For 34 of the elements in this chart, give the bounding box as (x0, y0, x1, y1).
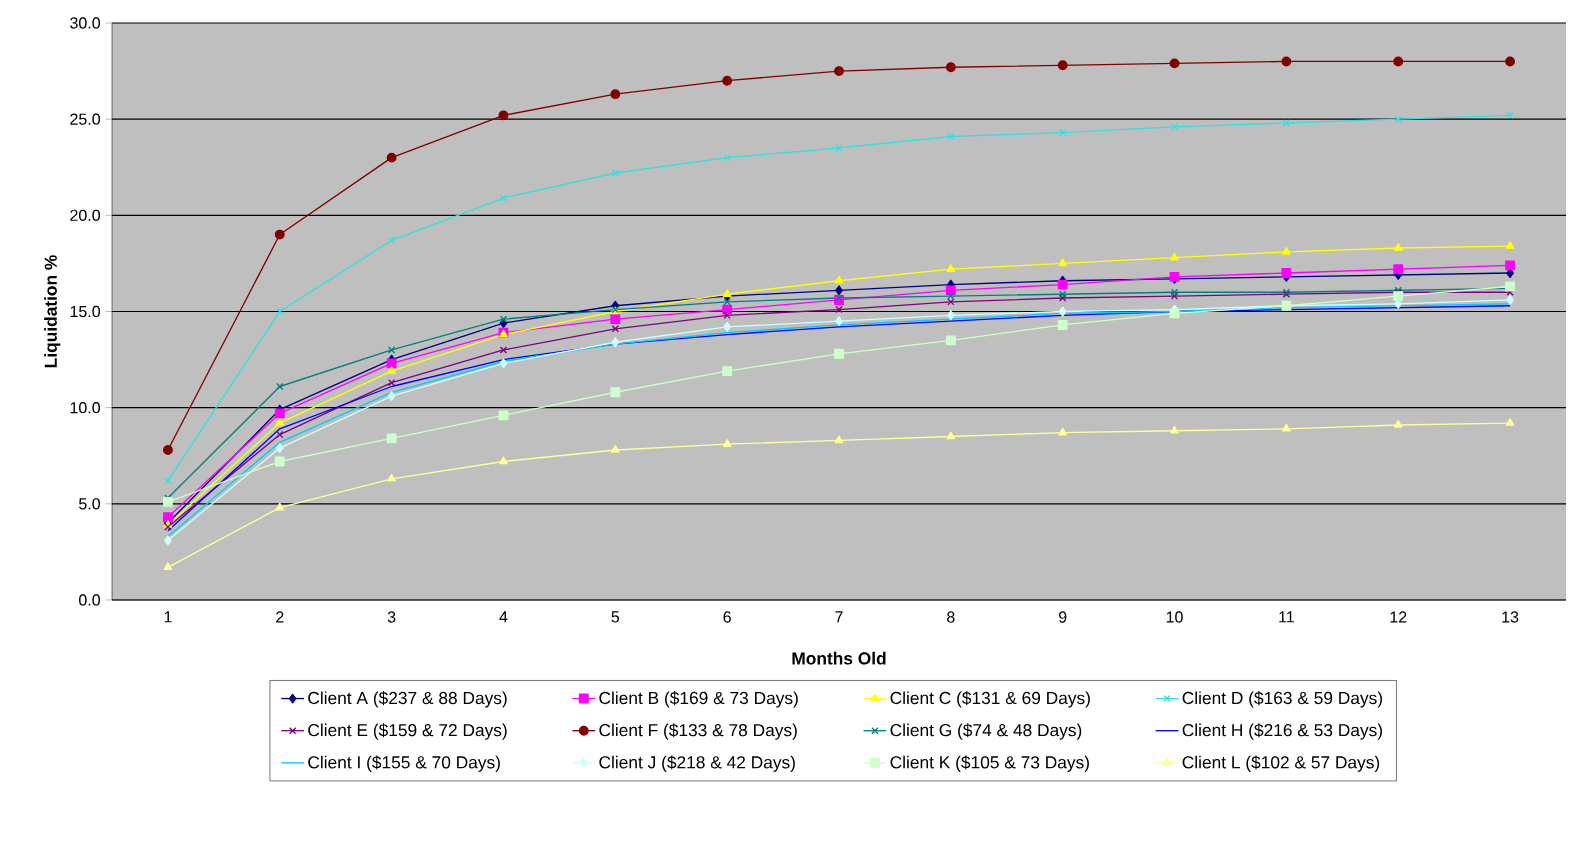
legend-label: Client K ($105 & 73 Days) (890, 755, 1089, 772)
x-tick-label: 3 (387, 611, 396, 623)
y-tick-label: 25.0 (70, 113, 101, 125)
x-tick-label: 13 (1502, 611, 1519, 623)
x-tick-label: 1 (164, 611, 172, 623)
legend-label: Client B ($169 & 73 Days) (599, 691, 798, 708)
x-tick-label: 11 (1279, 611, 1294, 623)
legend-label: Client E ($159 & 72 Days) (308, 723, 507, 740)
legend-label: Client D ($163 & 59 Days) (1182, 691, 1382, 708)
y-tick-label: 5.0 (79, 498, 101, 510)
legend-label: Client L ($102 & 57 Days) (1182, 755, 1380, 772)
x-tick-label: 5 (611, 611, 620, 623)
legend-label: Client I ($155 & 70 Days) (308, 755, 500, 772)
x-tick-label: 10 (1166, 611, 1183, 623)
y-tick-label: 10.0 (70, 402, 101, 414)
x-tick-label: 4 (499, 611, 508, 623)
x-tick-label: 2 (276, 611, 284, 623)
x-tick-label: 6 (723, 611, 731, 623)
y-axis-title: Liquidation % (44, 255, 61, 368)
y-tick-label: 0.0 (79, 594, 101, 606)
x-tick-label: 8 (947, 611, 955, 623)
legend-label: Client C ($131 & 69 Days) (890, 691, 1090, 708)
x-axis-title: Months Old (792, 651, 886, 665)
legend-label: Client A ($237 & 88 Days) (308, 691, 507, 708)
legend-label: Client J ($218 & 42 Days) (599, 755, 795, 772)
legend-label: Client F ($133 & 78 Days) (599, 723, 797, 740)
y-tick-label: 20.0 (70, 209, 101, 221)
y-tick-label: 30.0 (70, 17, 101, 29)
x-tick-label: 7 (835, 611, 843, 623)
x-tick-label: 12 (1390, 611, 1407, 623)
y-tick-label: 15.0 (70, 305, 101, 318)
legend-label: Client H ($216 & 53 Days) (1182, 723, 1382, 740)
legend-label: Client G ($74 & 48 Days) (890, 723, 1082, 740)
x-tick-label: 9 (1058, 611, 1067, 623)
